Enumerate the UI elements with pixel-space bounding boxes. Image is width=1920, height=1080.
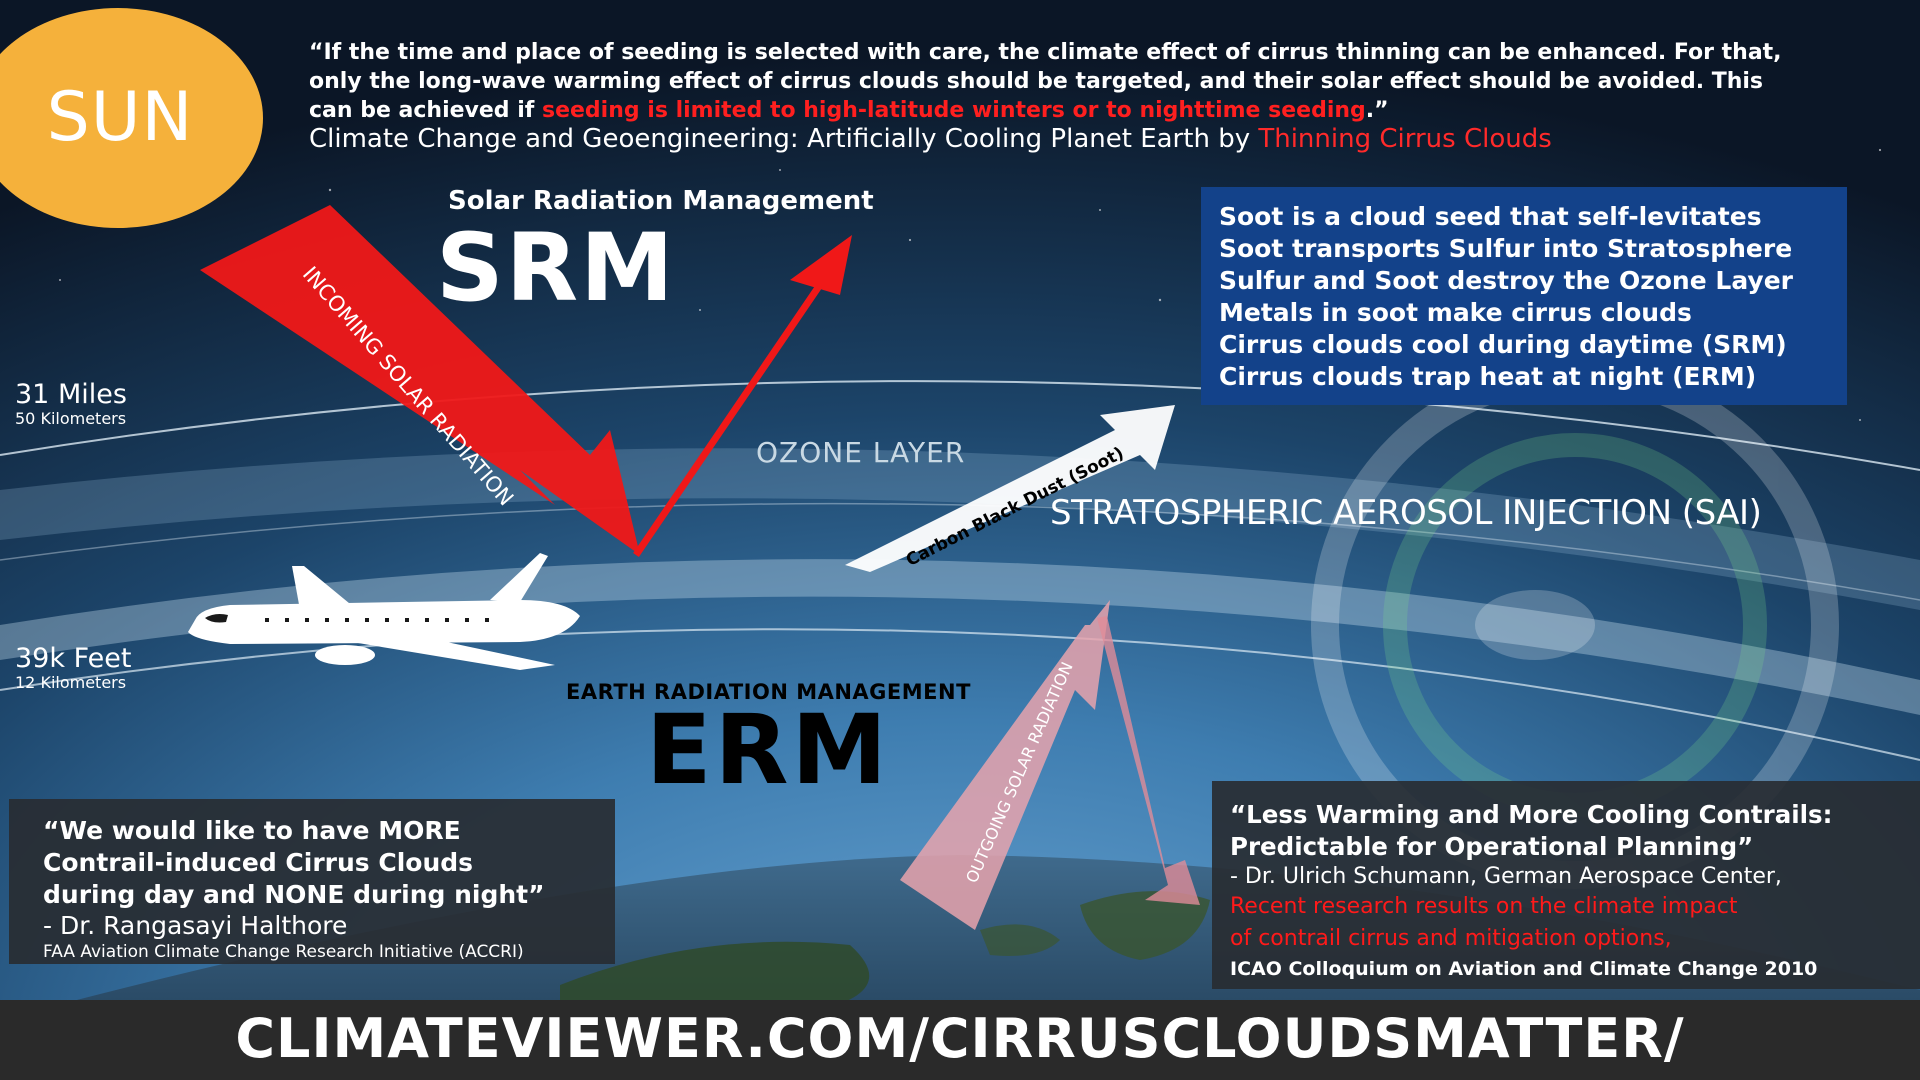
quote-line: “Less Warming and More Cooling Contrails…	[1230, 800, 1833, 829]
quote-line: during day and NONE during night”	[43, 880, 545, 909]
top-quote-end: .”	[1365, 98, 1389, 123]
footer-banner	[0, 1000, 1920, 1080]
fact-item: Cirrus clouds cool during daytime (SRM)	[1219, 330, 1787, 359]
top-quote-citation: Climate Change and Geoengineering: Artif…	[309, 124, 1552, 154]
reflected-radiation-arrow	[790, 235, 852, 295]
sai-label: STRATOSPHERIC AEROSOL INJECTION (SAI)	[1050, 493, 1762, 533]
right-quote-box: “Less Warming and More Cooling Contrails…	[1212, 781, 1920, 989]
fact-item: Soot transports Sulfur into Stratosphere	[1219, 234, 1793, 263]
altitude-39k-feet: 39k Feet 12 Kilometers	[15, 644, 131, 692]
srm-subtitle: Solar Radiation Management	[448, 186, 874, 216]
outgoing-radiation-arrow	[900, 600, 1110, 930]
sun-disc	[0, 8, 263, 228]
quote-event: ICAO Colloquium on Aviation and Climate …	[1230, 958, 1818, 980]
srm-title: SRM	[436, 214, 676, 323]
stars	[59, 148, 1882, 421]
sun-label: SUN	[46, 78, 194, 157]
quote-source-red: of contrail cirrus and mitigation option…	[1230, 926, 1672, 951]
landmass	[560, 941, 870, 1010]
quote-speaker: - Dr. Rangasayi Halthore	[43, 911, 348, 940]
facts-box: Soot is a cloud seed that self-levitates…	[1201, 187, 1847, 405]
top-quote: “If the time and place of seeding is sel…	[309, 38, 1809, 125]
landmass	[1080, 891, 1210, 960]
citation-prefix: Climate Change and Geoengineering: Artif…	[309, 124, 1259, 154]
fact-item: Soot is a cloud seed that self-levitates	[1219, 202, 1762, 231]
left-quote-box: “We would like to have MORE Contrail-ind…	[9, 799, 615, 964]
quote-line: Contrail-induced Cirrus Clouds	[43, 848, 474, 877]
ozone-layer-label: OZONE LAYER	[756, 436, 966, 469]
citation-highlight: Thinning Cirrus Clouds	[1258, 124, 1552, 154]
quote-line: Predictable for Operational Planning”	[1230, 832, 1754, 861]
altitude-31-miles: 31 Miles 50 Kilometers	[15, 380, 127, 428]
altitude-sub: 12 Kilometers	[15, 673, 127, 692]
altitude-main: 31 Miles	[15, 379, 127, 410]
quote-organization: FAA Aviation Climate Change Research Ini…	[43, 942, 524, 962]
incoming-radiation-arrow	[200, 205, 640, 555]
airplane-icon	[188, 553, 580, 670]
top-quote-text: “If the time and place of seeding is sel…	[309, 40, 1782, 123]
top-quote-highlight: seeding is limited to high-latitude wint…	[542, 98, 1366, 123]
landmass	[980, 924, 1060, 956]
quote-source-red: Recent research results on the climate i…	[1230, 894, 1738, 919]
fact-item: Cirrus clouds trap heat at night (ERM)	[1219, 362, 1757, 391]
quote-speaker: - Dr. Ulrich Schumann, German Aerospace …	[1230, 864, 1782, 889]
erm-subtitle: EARTH RADIATION MANAGEMENT	[566, 680, 971, 704]
fact-item: Metals in soot make cirrus clouds	[1219, 298, 1692, 327]
quote-line: “We would like to have MORE	[43, 816, 461, 845]
altitude-main: 39k Feet	[15, 643, 132, 674]
footer-url[interactable]: CLIMATEVIEWER.COM/CIRRUSCLOUDSMATTER/	[235, 1007, 1685, 1070]
soot-arrow	[845, 405, 1175, 572]
altitude-sub: 50 Kilometers	[15, 409, 127, 428]
fact-item: Sulfur and Soot destroy the Ozone Layer	[1219, 266, 1793, 295]
erm-title: ERM	[646, 694, 891, 806]
downward-radiation-arrow	[1097, 616, 1200, 905]
